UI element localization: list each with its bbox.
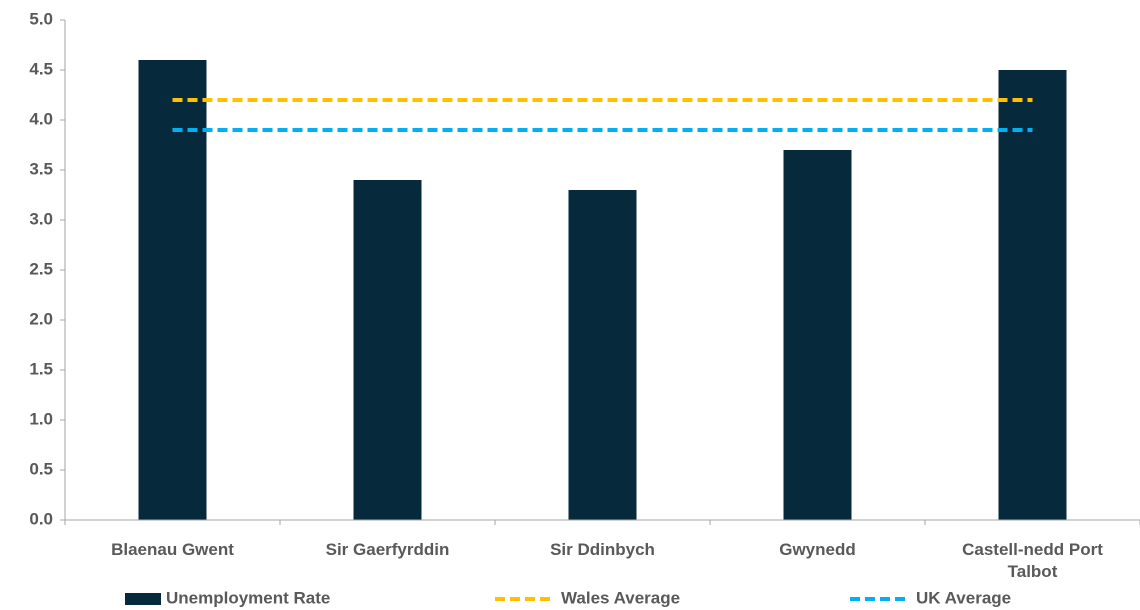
bar: [138, 60, 207, 520]
bar: [783, 150, 852, 520]
y-tick-label: 3.0: [29, 209, 53, 228]
legend-label: Unemployment Rate: [166, 588, 330, 607]
x-tick-label: Gwynedd: [779, 540, 856, 559]
y-tick-label: 4.0: [29, 109, 53, 128]
bar: [353, 180, 422, 520]
y-tick-label: 2.0: [29, 309, 53, 328]
y-tick-label: 5.0: [29, 9, 53, 28]
legend-label: UK Average: [916, 588, 1011, 607]
x-tick-label: Sir Gaerfyrddin: [325, 540, 450, 559]
y-tick-label: 1.5: [29, 359, 53, 378]
legend-label: Wales Average: [561, 588, 680, 607]
x-tick-label: Blaenau Gwent: [111, 540, 234, 559]
y-tick-label: 3.5: [29, 159, 53, 178]
x-tick-label: Castell-nedd Port Talbot: [962, 540, 1103, 581]
y-tick-label: 4.5: [29, 59, 53, 78]
bar: [998, 70, 1067, 520]
y-tick-label: 1.0: [29, 409, 53, 428]
legend-swatch: [125, 593, 161, 605]
y-tick-label: 0.5: [29, 459, 53, 478]
y-tick-label: 2.5: [29, 259, 53, 278]
x-tick-label: Sir Ddinbych: [550, 540, 655, 559]
y-tick-label: 0.0: [29, 509, 53, 528]
bar: [568, 190, 637, 520]
